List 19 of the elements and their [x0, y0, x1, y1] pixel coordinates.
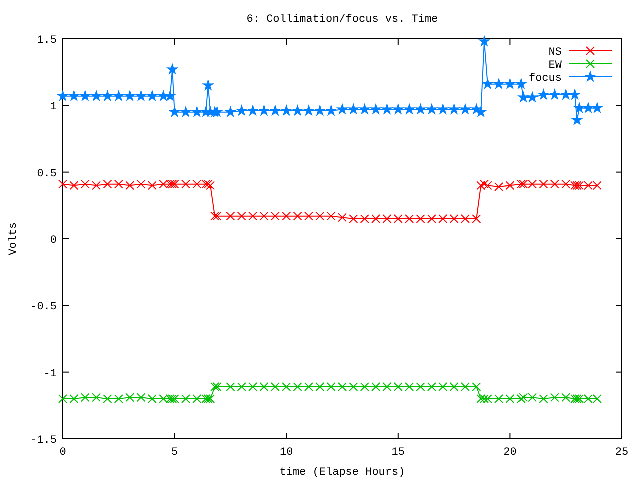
y-tick-label: 1 — [50, 102, 58, 114]
y-tick-label: 0 — [50, 235, 57, 247]
legend-label: focus — [528, 73, 562, 85]
y-tick-label: 0.5 — [37, 168, 57, 180]
x-tick-label: 20 — [504, 447, 517, 459]
chart-title: 6: Collimation/focus vs. Time — [246, 14, 438, 26]
y-tick-label: -0.5 — [30, 302, 57, 314]
y-tick-label: 1.5 — [37, 35, 57, 47]
x-tick-label: 25 — [615, 447, 629, 459]
legend-label: NS — [548, 47, 562, 59]
x-tick-label: 15 — [392, 447, 405, 459]
y-axis-title: Volts — [8, 222, 20, 256]
legend-label: EW — [548, 60, 562, 72]
y-tick-label: -1 — [44, 368, 58, 380]
x-axis-title: time (Elapse Hours) — [280, 467, 406, 479]
y-tick-label: -1.5 — [30, 435, 57, 447]
x-tick-label: 5 — [171, 447, 178, 459]
x-tick-label: 0 — [60, 447, 66, 459]
x-tick-label: 10 — [280, 447, 294, 459]
